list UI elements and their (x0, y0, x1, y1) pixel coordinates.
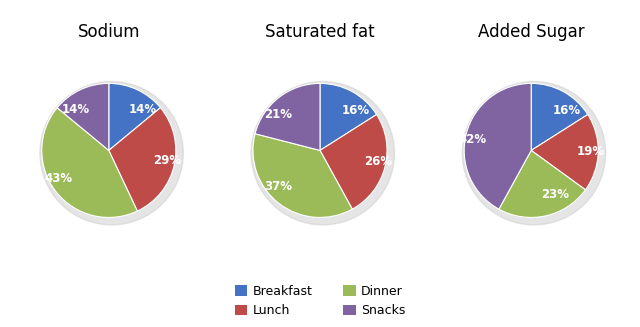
Text: 19%: 19% (577, 146, 605, 158)
Wedge shape (109, 83, 161, 150)
Circle shape (462, 81, 605, 225)
Text: 42%: 42% (459, 132, 487, 146)
Text: 16%: 16% (342, 104, 370, 117)
Wedge shape (109, 108, 176, 211)
Wedge shape (255, 83, 320, 150)
Circle shape (40, 81, 183, 225)
Text: 21%: 21% (264, 108, 292, 121)
Text: 23%: 23% (541, 188, 569, 201)
Text: 43%: 43% (45, 172, 73, 185)
Title: Added Sugar: Added Sugar (478, 23, 584, 41)
Title: Sodium: Sodium (77, 23, 140, 41)
Circle shape (251, 81, 394, 225)
Text: 29%: 29% (153, 154, 181, 167)
Wedge shape (464, 83, 531, 209)
Wedge shape (57, 83, 109, 150)
Wedge shape (320, 114, 387, 209)
Wedge shape (320, 83, 376, 150)
Wedge shape (499, 150, 586, 217)
Wedge shape (253, 134, 352, 217)
Text: 14%: 14% (61, 103, 90, 116)
Wedge shape (531, 83, 588, 150)
Wedge shape (531, 114, 598, 190)
Wedge shape (42, 108, 138, 217)
Text: 16%: 16% (553, 104, 581, 117)
Text: 14%: 14% (128, 103, 156, 116)
Title: Saturated fat: Saturated fat (265, 23, 375, 41)
Text: 37%: 37% (264, 180, 292, 193)
Text: 26%: 26% (364, 155, 392, 168)
Legend: Breakfast, Lunch, Dinner, Snacks: Breakfast, Lunch, Dinner, Snacks (231, 281, 409, 321)
